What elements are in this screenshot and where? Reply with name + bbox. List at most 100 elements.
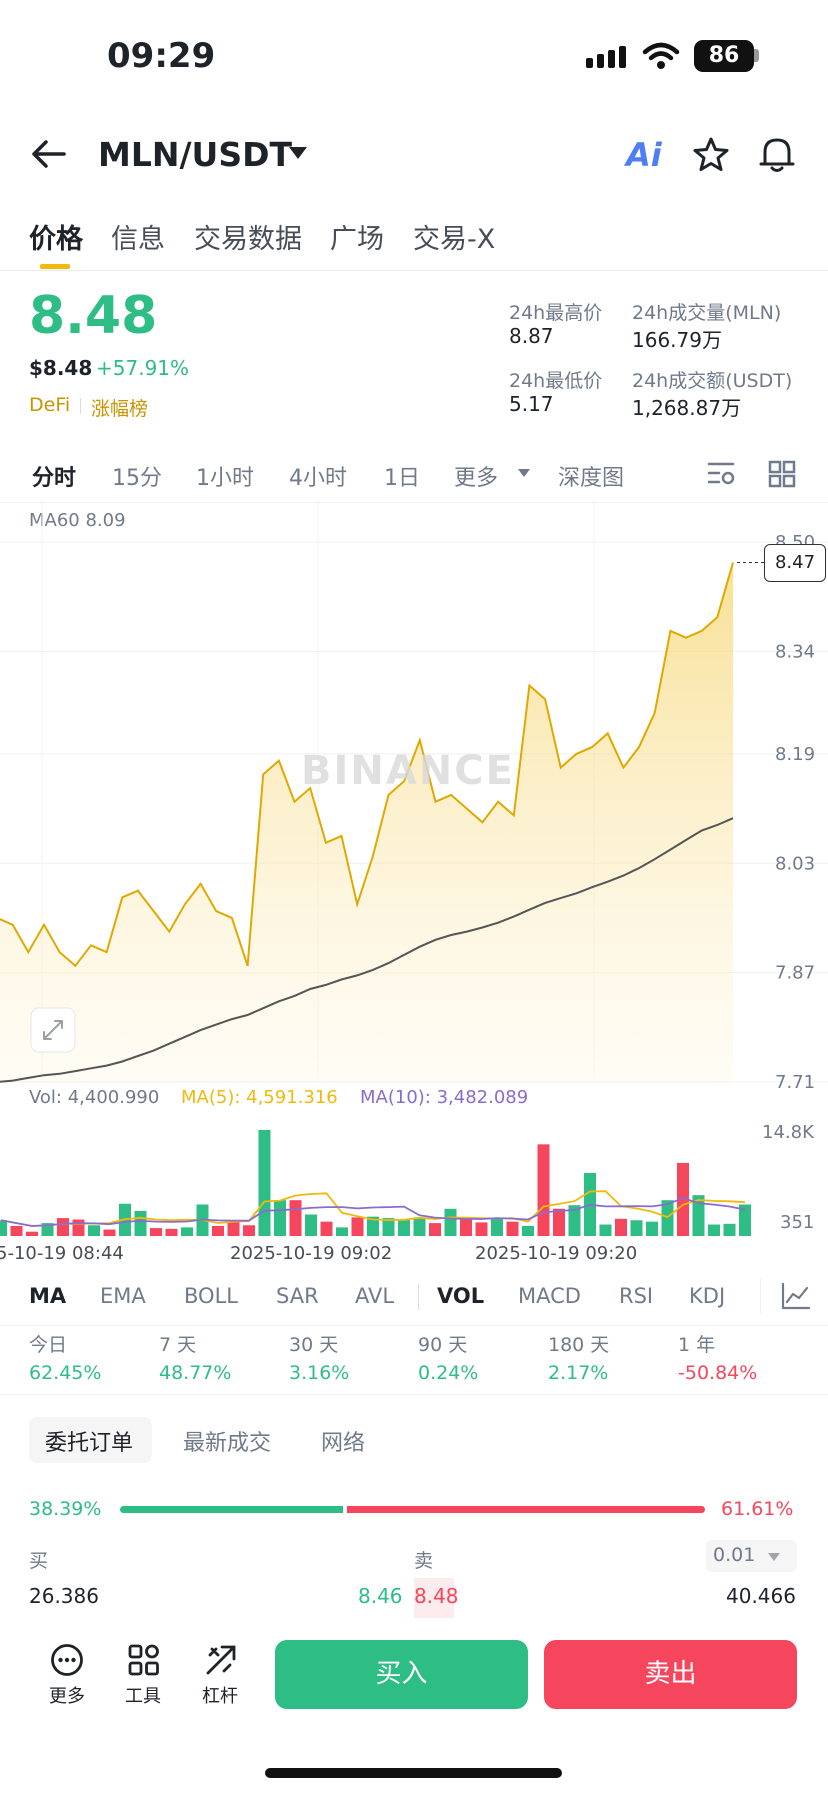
volume-bar (165, 1228, 178, 1236)
volume-bar (599, 1224, 612, 1236)
perf-value: 62.45% (29, 1362, 102, 1384)
tools-icon[interactable] (127, 1643, 161, 1677)
interval-1h[interactable]: 1小时 (196, 466, 254, 491)
orderbook-tab-active-bg (29, 1417, 152, 1463)
layout-grid-icon[interactable] (768, 460, 796, 488)
battery-cap (754, 49, 759, 62)
tab-network[interactable]: 网络 (321, 1431, 366, 1456)
indicator-vol[interactable]: VOL (437, 1284, 485, 1308)
ask-qty: 40.466 (726, 1584, 796, 1608)
more-caret-icon[interactable] (517, 468, 531, 478)
tab-info[interactable]: 信息 (111, 224, 165, 255)
perf-label: 30 天 (289, 1334, 339, 1356)
volume-bar (429, 1223, 441, 1236)
usd-price: $8.48 (29, 356, 93, 380)
back-arrow-icon[interactable] (30, 138, 66, 170)
tag-defi[interactable]: DeFi (29, 394, 71, 416)
fullscreen-icon[interactable] (30, 1007, 76, 1053)
pair-selector[interactable]: MLN/USDT (98, 135, 293, 174)
vol-label: Vol: 4,400.990 (29, 1087, 160, 1108)
high-value: 8.87 (509, 324, 554, 348)
vol-base-label: 24h成交量(MLN) (632, 302, 782, 324)
time-label-1: 5-10-19 08:44 (0, 1243, 124, 1264)
y-tick-label: 8.03 (775, 853, 815, 874)
sell-button[interactable]: 卖出 (544, 1640, 797, 1709)
indicator-kdj[interactable]: KDJ (689, 1284, 726, 1308)
ma60-line (0, 817, 734, 1083)
volume-bar (568, 1205, 581, 1236)
perf-label: 今日 (29, 1334, 68, 1356)
perf-value: 2.17% (548, 1362, 609, 1384)
volume-bar (134, 1210, 147, 1236)
interval-time[interactable]: 分时 (32, 466, 77, 491)
indicator-rsi[interactable]: RSI (619, 1284, 654, 1308)
volume-bar (413, 1217, 426, 1236)
bell-icon[interactable] (758, 134, 796, 174)
y-tick-label: 8.34 (775, 641, 815, 662)
battery-indicator: 86 (694, 40, 754, 72)
ask-price[interactable]: 8.48 (414, 1584, 459, 1608)
price-chart[interactable]: 8.508.348.198.037.877.71 (0, 500, 828, 1090)
tools-label[interactable]: 工具 (125, 1686, 161, 1707)
tab-trading-data[interactable]: 交易数据 (194, 224, 302, 255)
leverage-label[interactable]: 杠杆 (202, 1686, 238, 1707)
perf-divider (0, 1394, 828, 1395)
ai-icon[interactable]: Ai (626, 136, 662, 174)
indicator-ma[interactable]: MA (29, 1284, 67, 1308)
buy-button[interactable]: 买入 (275, 1640, 528, 1709)
tab-recent-trades[interactable]: 最新成交 (183, 1431, 272, 1456)
volume-bar (491, 1218, 503, 1236)
more-icon[interactable] (50, 1643, 84, 1677)
price-change: +57.91% (96, 356, 190, 380)
volume-bar (243, 1225, 255, 1236)
tab-price[interactable]: 价格 (29, 224, 83, 255)
perf-value: 0.24% (418, 1362, 479, 1384)
star-icon[interactable] (692, 136, 730, 174)
indicator-boll[interactable]: BOLL (184, 1284, 238, 1308)
vol-base-value: 166.79万 (632, 328, 722, 352)
volume-bar (258, 1130, 271, 1236)
vol-ma10-line (0, 1197, 746, 1227)
volume-bar (708, 1224, 720, 1236)
buy-percent: 38.39% (29, 1498, 102, 1520)
price-line (0, 562, 734, 968)
volume-chart[interactable] (0, 1110, 828, 1240)
indicator-sar[interactable]: SAR (276, 1284, 319, 1308)
vol-tick-high: 14.8K (762, 1122, 814, 1143)
more-label[interactable]: 更多 (49, 1686, 85, 1707)
volume-bar (460, 1219, 472, 1236)
chart-settings-icon[interactable] (707, 460, 737, 488)
volume-bar (150, 1228, 162, 1236)
perf-label: 1 年 (678, 1334, 716, 1356)
sell-col-label: 卖 (414, 1550, 434, 1572)
y-tick-label: 7.71 (775, 1072, 815, 1090)
tab-trade-x[interactable]: 交易-X (413, 224, 496, 255)
volume-bar (677, 1162, 689, 1236)
tab-square[interactable]: 广场 (330, 224, 384, 255)
indicator-macd[interactable]: MACD (518, 1284, 581, 1308)
interval-more[interactable]: 更多 (454, 466, 499, 491)
leverage-icon[interactable] (204, 1643, 238, 1677)
interval-4h[interactable]: 4小时 (289, 466, 347, 491)
current-price-tag: 8.47 (764, 543, 826, 582)
volume-bar (615, 1218, 627, 1236)
interval-depth[interactable]: 深度图 (558, 466, 625, 491)
tab-underline (40, 264, 70, 269)
interval-15m[interactable]: 15分 (112, 466, 162, 491)
buy-ratio-bar (120, 1506, 343, 1513)
tab-order-book[interactable]: 委托订单 (45, 1431, 134, 1456)
indicator-settings-icon[interactable] (781, 1282, 811, 1310)
bid-price[interactable]: 8.46 (358, 1584, 403, 1608)
perf-label: 7 天 (159, 1334, 197, 1356)
ask-depth-bar (414, 1578, 454, 1618)
tag-gainers[interactable]: 涨幅榜 (91, 398, 149, 420)
indicator-avl[interactable]: AVL (355, 1284, 395, 1308)
chevron-down-icon[interactable] (288, 146, 308, 160)
precision-select[interactable]: 0.01 (706, 1540, 797, 1572)
interval-1d[interactable]: 1日 (384, 466, 420, 491)
wifi-icon (642, 42, 680, 69)
home-indicator (265, 1768, 562, 1778)
volume-bar (553, 1208, 565, 1236)
indicator-ema[interactable]: EMA (100, 1284, 146, 1308)
volume-bar (367, 1216, 379, 1236)
